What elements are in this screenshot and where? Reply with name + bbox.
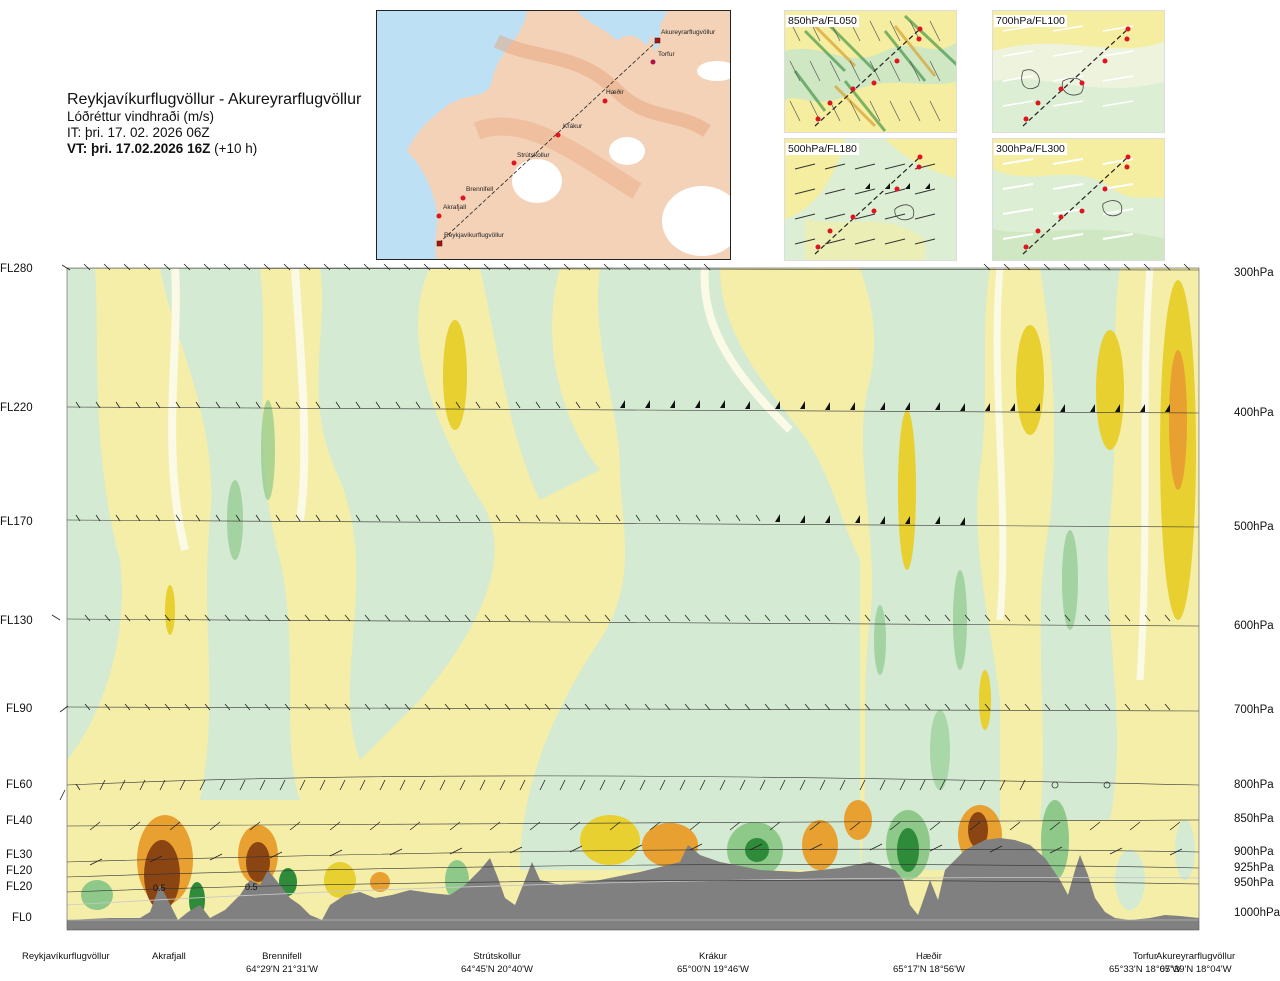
place-coords: 65°39'N 18°04'W xyxy=(1159,964,1232,975)
place-name: Akureyrarflugvöllur xyxy=(1156,951,1236,962)
level-map-500[interactable]: 500hPa/FL180 xyxy=(784,138,957,261)
hpa-label-1000: 1000hPa xyxy=(1234,907,1280,919)
place-akureyri: Akureyrarflugvöllur 65°39'N 18°04'W xyxy=(1156,950,1235,976)
level-map-700-graphic xyxy=(993,11,1164,132)
level-map-label: 700hPa/FL100 xyxy=(994,15,1067,27)
map-label-strutskollur: Strútskollur xyxy=(517,152,550,159)
level-maps: 850hPa/FL050 700hPa/FL100 xyxy=(784,10,1166,262)
fl-label-90: FL90 xyxy=(6,703,33,715)
level-map-850[interactable]: 850hPa/FL050 xyxy=(784,10,957,133)
fl-label-220: FL220 xyxy=(0,402,33,414)
init-time: IT: þri. 17. 02. 2026 06Z xyxy=(67,125,210,140)
valid-time-line: VT: þri. 17.02.2026 16Z (+10 h) xyxy=(67,141,377,157)
map-label-reykjavik: Reykjavíkurflugvöllur xyxy=(444,232,504,239)
level-map-300[interactable]: 300hPa/FL300 xyxy=(992,138,1165,261)
level-map-850-graphic xyxy=(785,11,956,132)
place-brennifell: Brennifell 64°29'N 21°31'W xyxy=(246,950,318,976)
place-torfur: Torfur 65°33'N 18°07'W xyxy=(1109,950,1181,976)
title-block: Reykjavíkurflugvöllur - Akureyrarflugvöl… xyxy=(67,90,377,157)
place-name: Torfur xyxy=(1132,951,1158,962)
hpa-label-800: 800hPa xyxy=(1234,779,1274,791)
level-map-700[interactable]: 700hPa/FL100 xyxy=(992,10,1165,133)
map-label-haedir: Hæðir xyxy=(606,89,624,96)
cross-section[interactable]: FL280 FL220 FL170 FL130 FL90 FL60 FL40 F… xyxy=(0,262,1280,932)
place-coords: 65°17'N 18°56'W xyxy=(893,964,965,975)
fl-label-130: FL130 xyxy=(0,615,33,627)
contour-value-label: 0.5 xyxy=(153,883,166,893)
place-coords: 65°00'N 19°46'W xyxy=(677,964,749,975)
hpa-label-850: 850hPa xyxy=(1234,813,1274,825)
place-strutskollur: Strútskollur 64°45'N 20°40'W xyxy=(461,950,533,976)
level-map-500-graphic xyxy=(785,139,956,260)
map-label-akrafjall: Akrafjall xyxy=(443,204,467,211)
hpa-label-500: 500hPa xyxy=(1234,521,1274,533)
level-map-label: 500hPa/FL180 xyxy=(786,143,859,155)
map-label-torfur: Torfur xyxy=(658,51,675,58)
valid-offset: (+10 h) xyxy=(214,141,258,156)
valid-time: VT: þri. 17.02.2026 16Z xyxy=(67,141,211,156)
place-name: Akrafjall xyxy=(152,951,186,962)
hpa-label-600: 600hPa xyxy=(1234,620,1274,632)
hpa-label-925: 925hPa xyxy=(1234,862,1274,874)
hpa-label-400: 400hPa xyxy=(1234,407,1274,419)
fl-label-30: FL30 xyxy=(6,849,33,861)
fl-label-20b: FL20 xyxy=(6,881,33,893)
hpa-label-900: 900hPa xyxy=(1234,846,1274,858)
place-name: Reykjavíkurflugvöllur xyxy=(22,951,110,962)
fl-label-0: FL0 xyxy=(12,912,32,924)
parameter-label: Lóðréttur vindhraði (m/s) xyxy=(67,109,215,124)
place-coords: 64°29'N 21°31'W xyxy=(246,964,318,975)
place-reykjavik: Reykjavíkurflugvöllur xyxy=(22,950,110,963)
place-name: Krákur xyxy=(698,951,727,962)
place-name: Hæðir xyxy=(916,951,942,962)
place-coords: 65°33'N 18°07'W xyxy=(1109,964,1181,975)
place-haedir: Hæðir 65°17'N 18°56'W xyxy=(893,950,965,976)
contour-value-label: 0.5 xyxy=(245,882,258,892)
fl-label-40: FL40 xyxy=(6,815,33,827)
place-name: Strútskollur xyxy=(473,951,521,962)
hpa-label-700: 700hPa xyxy=(1234,704,1274,716)
place-coords: 64°45'N 20°40'W xyxy=(461,964,533,975)
hpa-label-300: 300hPa xyxy=(1234,267,1274,279)
map-label-brennifell: Brennifell xyxy=(466,186,494,193)
fl-label-60: FL60 xyxy=(6,779,33,791)
map-label-akureyri: Akureyrarflugvöllur xyxy=(661,29,716,36)
fl-label-170: FL170 xyxy=(0,516,33,528)
map-label-krakur: Krákur xyxy=(563,123,583,130)
fl-label-280: FL280 xyxy=(0,263,33,275)
place-akrafjall: Akrafjall xyxy=(152,950,186,963)
cross-section-graphic xyxy=(51,263,1200,931)
route-map[interactable]: Akureyrarflugvöllur Torfur Hæðir Krákur … xyxy=(376,10,731,260)
route-title: Reykjavíkurflugvöllur - Akureyrarflugvöl… xyxy=(67,91,362,108)
level-map-label: 850hPa/FL050 xyxy=(786,15,859,27)
level-map-300-graphic xyxy=(993,139,1164,260)
route-map-graphic xyxy=(377,11,730,259)
place-krakur: Krákur 65°00'N 19°46'W xyxy=(677,950,749,976)
place-name: Brennifell xyxy=(262,951,302,962)
fl-label-20a: FL20 xyxy=(6,865,33,877)
hpa-label-950: 950hPa xyxy=(1234,877,1274,889)
level-map-label: 300hPa/FL300 xyxy=(994,143,1067,155)
